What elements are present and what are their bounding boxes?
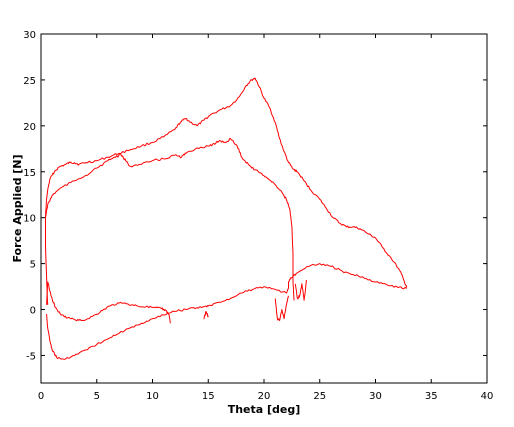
plot-frame bbox=[40, 33, 488, 384]
series-line-5 bbox=[203, 310, 209, 320]
series-layer bbox=[45, 77, 408, 360]
x-tick-label: 30 bbox=[369, 391, 382, 402]
y-tick-label: 25 bbox=[23, 76, 36, 87]
y-axis-label: Force Applied [N] bbox=[11, 154, 24, 262]
y-tick-label: 5 bbox=[30, 260, 36, 271]
series-line-2 bbox=[46, 263, 407, 360]
series-line-1 bbox=[45, 77, 408, 305]
y-tick-label: 10 bbox=[23, 214, 36, 225]
y-tick-label: 15 bbox=[23, 168, 36, 179]
x-tick-label: 5 bbox=[94, 391, 100, 402]
y-tick-label: 20 bbox=[23, 122, 36, 133]
series-line-7 bbox=[294, 280, 307, 301]
y-tick-label: -5 bbox=[26, 351, 36, 362]
x-tick-label: 10 bbox=[146, 391, 159, 402]
x-axis-label: Theta [deg] bbox=[228, 403, 301, 416]
series-line-3 bbox=[46, 281, 171, 324]
x-tick-label: 40 bbox=[481, 391, 494, 402]
x-tick-label: 20 bbox=[258, 391, 271, 402]
x-tick-label: 0 bbox=[38, 391, 44, 402]
ticks-layer: 0 5 10 15 20 25 30 35 40 -5 0 5 10 15 20 25 30 bbox=[23, 30, 493, 402]
x-tick-label: 15 bbox=[202, 391, 215, 402]
series-line-4 bbox=[45, 137, 295, 301]
y-tick-label: 30 bbox=[23, 30, 36, 41]
y-tick-label: 0 bbox=[30, 306, 36, 317]
series-line-6 bbox=[274, 295, 289, 321]
x-tick-label: 35 bbox=[425, 391, 438, 402]
x-tick-label: 25 bbox=[313, 391, 326, 402]
